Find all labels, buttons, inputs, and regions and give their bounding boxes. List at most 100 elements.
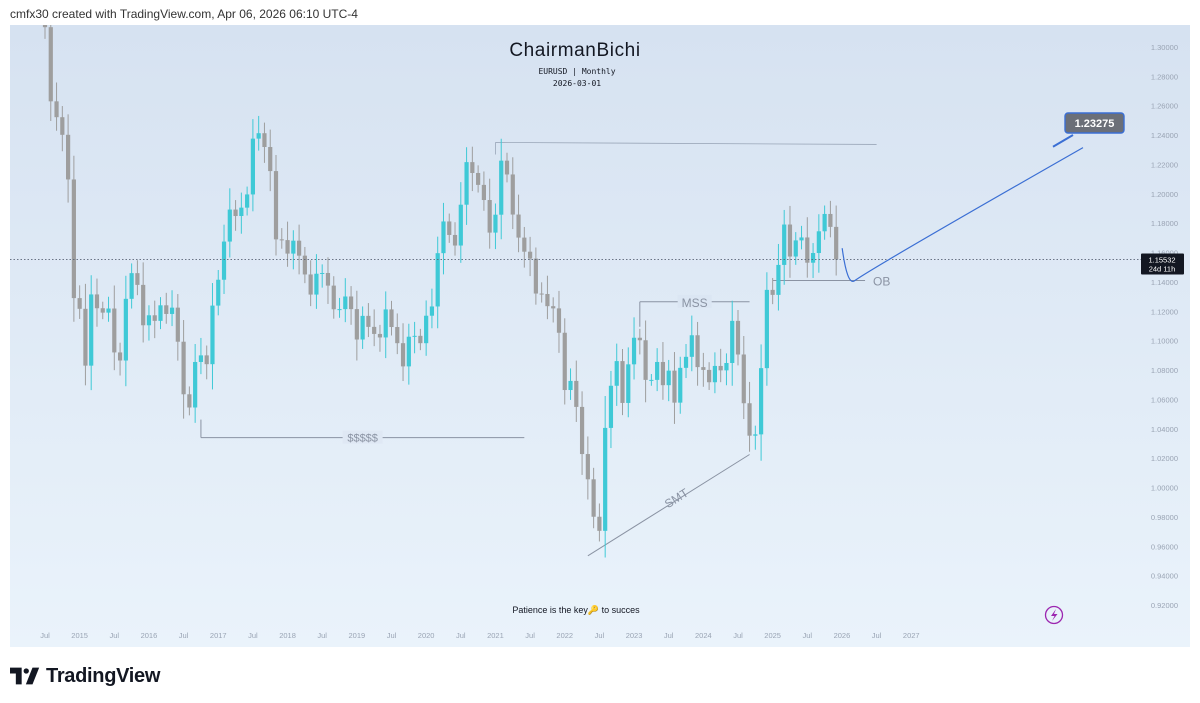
current-price-tag bbox=[1141, 253, 1184, 275]
candle-body bbox=[447, 221, 452, 235]
candle-body bbox=[273, 171, 279, 240]
chart-subtitle: EURUSD | Monthly bbox=[538, 67, 615, 76]
candle-body bbox=[672, 370, 677, 403]
candle-body bbox=[816, 231, 821, 254]
chart-frame[interactable]: 1.30000 1.28000 1.26000 1.24000 1.22000 1.200… bbox=[10, 25, 1190, 647]
candle-body bbox=[239, 207, 244, 217]
y-tick-label: 0.96000 bbox=[1151, 542, 1178, 551]
x-tick-label: Jul bbox=[664, 631, 674, 640]
tradingview-wordmark: TradingView bbox=[46, 664, 161, 687]
candle-body bbox=[256, 133, 261, 139]
candle-body bbox=[198, 355, 204, 362]
candle-body bbox=[701, 367, 706, 370]
candle-body bbox=[666, 370, 671, 386]
y-tick-label: 1.18000 bbox=[1151, 219, 1178, 228]
candle-body bbox=[291, 240, 296, 254]
candle-body bbox=[233, 209, 238, 217]
candle-body bbox=[776, 264, 781, 295]
candle-body bbox=[48, 27, 53, 102]
candle-body bbox=[799, 237, 804, 241]
candle-body bbox=[129, 273, 134, 299]
y-tick-label: 1.14000 bbox=[1151, 278, 1178, 287]
y-tick-label: 0.92000 bbox=[1151, 601, 1178, 610]
candle-body bbox=[204, 355, 209, 365]
candle-body bbox=[481, 184, 486, 201]
candle-body bbox=[285, 240, 290, 254]
candle-body bbox=[117, 352, 123, 361]
candle-body bbox=[533, 258, 538, 294]
candle-body bbox=[366, 315, 371, 327]
x-tick-label: 2025 bbox=[764, 631, 781, 640]
candle-body bbox=[302, 255, 307, 275]
candle-body bbox=[89, 294, 94, 366]
candles-layer bbox=[42, 25, 839, 558]
candle-body bbox=[539, 293, 544, 295]
created-by-line: cmfx30 created with TradingView.com, Apr… bbox=[10, 7, 358, 21]
candle-body bbox=[175, 307, 180, 342]
price-axis-labels: 1.30000 1.28000 1.26000 1.24000 1.22000 1.200… bbox=[40, 43, 1178, 640]
candle-body bbox=[429, 306, 435, 316]
candle-body bbox=[42, 25, 48, 28]
candle-body bbox=[770, 289, 775, 295]
candle-body bbox=[158, 305, 163, 321]
candle-body bbox=[545, 293, 550, 307]
candle-body bbox=[181, 341, 186, 395]
candle-body bbox=[314, 273, 319, 295]
x-tick-label: Jul bbox=[456, 631, 466, 640]
top-line bbox=[495, 142, 877, 145]
x-tick-label: Jul bbox=[733, 631, 743, 640]
candle-body bbox=[141, 284, 146, 326]
mss-label-bg bbox=[677, 294, 712, 308]
candle-body bbox=[730, 320, 735, 364]
candle-body bbox=[568, 380, 573, 391]
x-tick-label: 2021 bbox=[487, 631, 504, 640]
smt-trendline bbox=[587, 454, 750, 557]
candle-body bbox=[724, 363, 729, 371]
candle-body bbox=[464, 162, 469, 205]
candlestick-chart[interactable]: 1.30000 1.28000 1.26000 1.24000 1.22000 1.200… bbox=[10, 25, 1190, 647]
candle-body bbox=[94, 294, 100, 309]
candle-body bbox=[805, 237, 810, 263]
candle-body bbox=[452, 234, 458, 246]
target-pointer bbox=[1052, 134, 1074, 148]
y-tick-label: 1.16000 bbox=[1151, 249, 1178, 258]
candle-body bbox=[112, 308, 117, 353]
candle-body bbox=[60, 117, 65, 135]
x-tick-label: Jul bbox=[525, 631, 535, 640]
y-tick-label: 1.28000 bbox=[1151, 72, 1178, 81]
ob-label: OB bbox=[873, 274, 890, 288]
x-tick-label: 2020 bbox=[418, 631, 435, 640]
candle-body bbox=[135, 273, 140, 285]
candle-body bbox=[210, 305, 215, 365]
y-tick-label: 1.22000 bbox=[1151, 160, 1178, 169]
lightning-bolt-icon[interactable] bbox=[1044, 605, 1064, 625]
candle-body bbox=[325, 272, 331, 286]
candle-body bbox=[245, 194, 250, 208]
x-tick-label: Jul bbox=[803, 631, 813, 640]
candle-body bbox=[608, 385, 614, 428]
projected-path bbox=[841, 147, 1084, 282]
candle-body bbox=[597, 516, 602, 531]
candle-body bbox=[735, 320, 741, 355]
x-tick-label: 2017 bbox=[210, 631, 227, 640]
x-tick-label: 2026 bbox=[834, 631, 851, 640]
y-tick-label: 1.10000 bbox=[1151, 337, 1178, 346]
candle-body bbox=[279, 239, 284, 241]
current-price-countdown: 24d 11h bbox=[1149, 264, 1176, 273]
y-tick-label: 1.08000 bbox=[1151, 366, 1178, 375]
candle-body bbox=[395, 327, 400, 344]
candle-body bbox=[337, 309, 342, 311]
candle-body bbox=[712, 365, 717, 383]
x-tick-label: 2019 bbox=[349, 631, 366, 640]
candle-body bbox=[389, 309, 394, 328]
candle-body bbox=[360, 315, 365, 340]
y-tick-label: 1.26000 bbox=[1151, 102, 1178, 111]
candle-body bbox=[354, 309, 359, 340]
x-tick-label: 2016 bbox=[141, 631, 158, 640]
y-tick-label: 1.00000 bbox=[1151, 484, 1178, 493]
candle-body bbox=[510, 174, 515, 215]
tradingview-logo[interactable]: TradingView bbox=[10, 663, 160, 689]
liquidity-label-bg bbox=[342, 430, 383, 444]
candle-body bbox=[782, 224, 787, 265]
candle-body bbox=[418, 335, 423, 344]
